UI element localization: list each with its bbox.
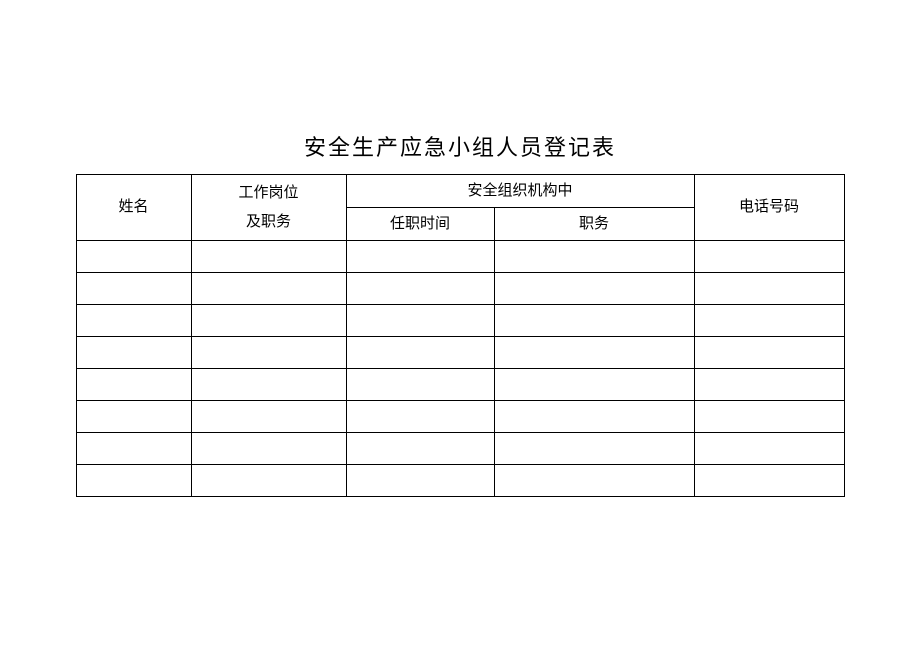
cell-time bbox=[346, 401, 494, 433]
table-row bbox=[76, 273, 844, 305]
cell-phone bbox=[694, 433, 844, 465]
cell-time bbox=[346, 241, 494, 273]
cell-position bbox=[191, 369, 346, 401]
header-org-duty: 职务 bbox=[494, 208, 694, 241]
cell-position bbox=[191, 433, 346, 465]
header-org: 安全组织机构中 bbox=[346, 175, 694, 208]
cell-position bbox=[191, 465, 346, 497]
cell-duty bbox=[494, 369, 694, 401]
cell-phone bbox=[694, 305, 844, 337]
cell-name bbox=[76, 433, 191, 465]
cell-time bbox=[346, 337, 494, 369]
registration-table: 姓名 工作岗位 及职务 安全组织机构中 电话号码 任职时间 职务 bbox=[76, 174, 845, 497]
cell-time bbox=[346, 305, 494, 337]
table-row bbox=[76, 337, 844, 369]
cell-name bbox=[76, 273, 191, 305]
cell-name bbox=[76, 369, 191, 401]
table-row bbox=[76, 401, 844, 433]
cell-duty bbox=[494, 337, 694, 369]
cell-duty bbox=[494, 465, 694, 497]
cell-phone bbox=[694, 465, 844, 497]
cell-name bbox=[76, 241, 191, 273]
header-position-line1: 工作岗位 bbox=[192, 179, 346, 208]
table-row bbox=[76, 465, 844, 497]
cell-name bbox=[76, 337, 191, 369]
cell-phone bbox=[694, 369, 844, 401]
cell-time bbox=[346, 369, 494, 401]
cell-time bbox=[346, 273, 494, 305]
table-row bbox=[76, 305, 844, 337]
header-org-time: 任职时间 bbox=[346, 208, 494, 241]
cell-position bbox=[191, 305, 346, 337]
cell-position bbox=[191, 273, 346, 305]
table-row bbox=[76, 433, 844, 465]
cell-phone bbox=[694, 241, 844, 273]
header-position: 工作岗位 及职务 bbox=[191, 175, 346, 241]
cell-time bbox=[346, 433, 494, 465]
table-container: 姓名 工作岗位 及职务 安全组织机构中 电话号码 任职时间 职务 bbox=[0, 174, 920, 497]
cell-duty bbox=[494, 241, 694, 273]
cell-name bbox=[76, 401, 191, 433]
header-name: 姓名 bbox=[76, 175, 191, 241]
cell-duty bbox=[494, 433, 694, 465]
cell-name bbox=[76, 305, 191, 337]
cell-phone bbox=[694, 401, 844, 433]
cell-duty bbox=[494, 273, 694, 305]
cell-phone bbox=[694, 337, 844, 369]
cell-duty bbox=[494, 401, 694, 433]
cell-duty bbox=[494, 305, 694, 337]
header-phone: 电话号码 bbox=[694, 175, 844, 241]
table-row bbox=[76, 241, 844, 273]
table-header-row-1: 姓名 工作岗位 及职务 安全组织机构中 电话号码 bbox=[76, 175, 844, 208]
document-title: 安全生产应急小组人员登记表 bbox=[0, 0, 920, 174]
cell-phone bbox=[694, 273, 844, 305]
cell-name bbox=[76, 465, 191, 497]
cell-position bbox=[191, 337, 346, 369]
cell-position bbox=[191, 401, 346, 433]
cell-time bbox=[346, 465, 494, 497]
table-row bbox=[76, 369, 844, 401]
cell-position bbox=[191, 241, 346, 273]
header-position-line2: 及职务 bbox=[192, 208, 346, 237]
